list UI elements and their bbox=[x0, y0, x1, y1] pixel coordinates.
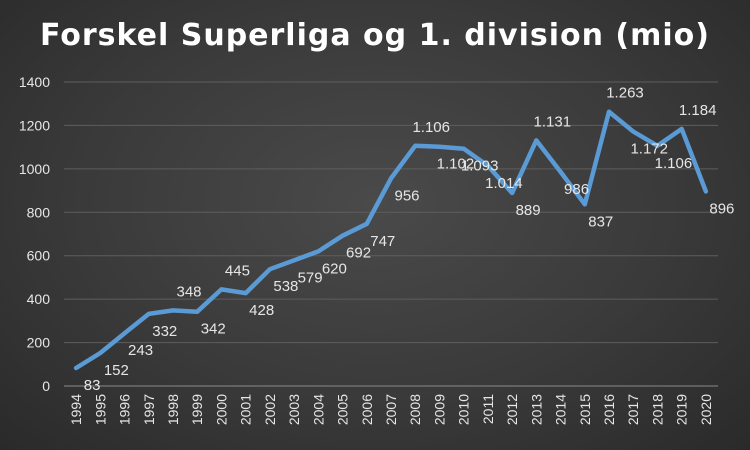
data-label: 1.263 bbox=[606, 85, 644, 102]
x-tick-label: 1998 bbox=[165, 394, 181, 425]
x-tick-label: 2007 bbox=[383, 394, 399, 425]
x-tick-label: 2016 bbox=[601, 394, 617, 425]
x-tick-label: 2013 bbox=[528, 394, 544, 425]
data-label: 348 bbox=[176, 283, 201, 300]
x-tick-label: 2015 bbox=[577, 394, 593, 425]
data-label: 1.172 bbox=[630, 141, 668, 158]
x-tick-label: 2012 bbox=[504, 394, 520, 425]
y-tick-label: 0 bbox=[42, 378, 50, 394]
x-tick-label: 2003 bbox=[286, 394, 302, 425]
x-tick-label: 2002 bbox=[262, 394, 278, 425]
data-label: 747 bbox=[370, 233, 395, 250]
y-tick-label: 400 bbox=[27, 291, 51, 307]
x-tick-label: 2000 bbox=[213, 394, 229, 425]
x-tick-label: 2005 bbox=[335, 394, 351, 425]
data-label: 1.131 bbox=[534, 113, 572, 130]
data-label: 837 bbox=[588, 213, 613, 230]
x-tick-label: 2004 bbox=[310, 394, 326, 425]
x-tick-label: 2017 bbox=[625, 394, 641, 425]
data-label: 428 bbox=[249, 302, 274, 319]
x-tick-label: 2009 bbox=[431, 394, 447, 425]
x-tick-label: 2020 bbox=[698, 394, 714, 425]
data-label: 243 bbox=[128, 342, 153, 359]
data-label: 889 bbox=[516, 202, 541, 219]
x-tick-label: 2008 bbox=[407, 394, 423, 425]
data-label: 83 bbox=[84, 377, 101, 394]
y-tick-label: 600 bbox=[27, 248, 51, 264]
x-tick-label: 2001 bbox=[238, 394, 254, 425]
x-tick-label: 2014 bbox=[553, 394, 569, 425]
data-label: 579 bbox=[298, 269, 323, 286]
series-line bbox=[73, 109, 709, 371]
x-tick-label: 1997 bbox=[141, 394, 157, 425]
x-tick-label: 1996 bbox=[117, 394, 133, 425]
data-label: 1.093 bbox=[461, 158, 499, 175]
x-tick-label: 1994 bbox=[68, 394, 84, 425]
y-tick-label: 1000 bbox=[19, 161, 50, 177]
data-label: 1.106 bbox=[655, 155, 693, 172]
data-label: 956 bbox=[394, 187, 419, 204]
y-tick-label: 1400 bbox=[19, 74, 50, 90]
data-label: 986 bbox=[564, 181, 589, 198]
x-tick-label: 2010 bbox=[456, 394, 472, 425]
data-label: 152 bbox=[104, 362, 129, 379]
x-tick-label: 1995 bbox=[92, 394, 108, 425]
x-tick-label: 2019 bbox=[674, 394, 690, 425]
x-tick-label: 2018 bbox=[649, 394, 665, 425]
x-tick-label: 2006 bbox=[359, 394, 375, 425]
data-label: 620 bbox=[322, 260, 347, 277]
y-tick-label: 200 bbox=[27, 335, 51, 351]
data-label: 692 bbox=[346, 245, 371, 262]
x-tick-label: 2011 bbox=[480, 394, 496, 424]
y-tick-label: 1200 bbox=[19, 117, 50, 133]
chart-title: Forskel Superliga og 1. division (mio) bbox=[39, 18, 711, 53]
data-label: 1.106 bbox=[412, 119, 450, 136]
data-label: 896 bbox=[709, 200, 734, 217]
data-label: 1.184 bbox=[679, 102, 717, 119]
y-tick-label: 800 bbox=[27, 204, 51, 220]
data-label: 1.102 bbox=[437, 156, 475, 173]
data-label: 1.014 bbox=[485, 175, 523, 192]
data-label: 332 bbox=[152, 323, 177, 340]
data-label: 445 bbox=[225, 262, 250, 279]
x-tick-label: 1999 bbox=[189, 394, 205, 425]
data-label: 342 bbox=[201, 321, 226, 338]
data-label: 538 bbox=[273, 278, 298, 295]
